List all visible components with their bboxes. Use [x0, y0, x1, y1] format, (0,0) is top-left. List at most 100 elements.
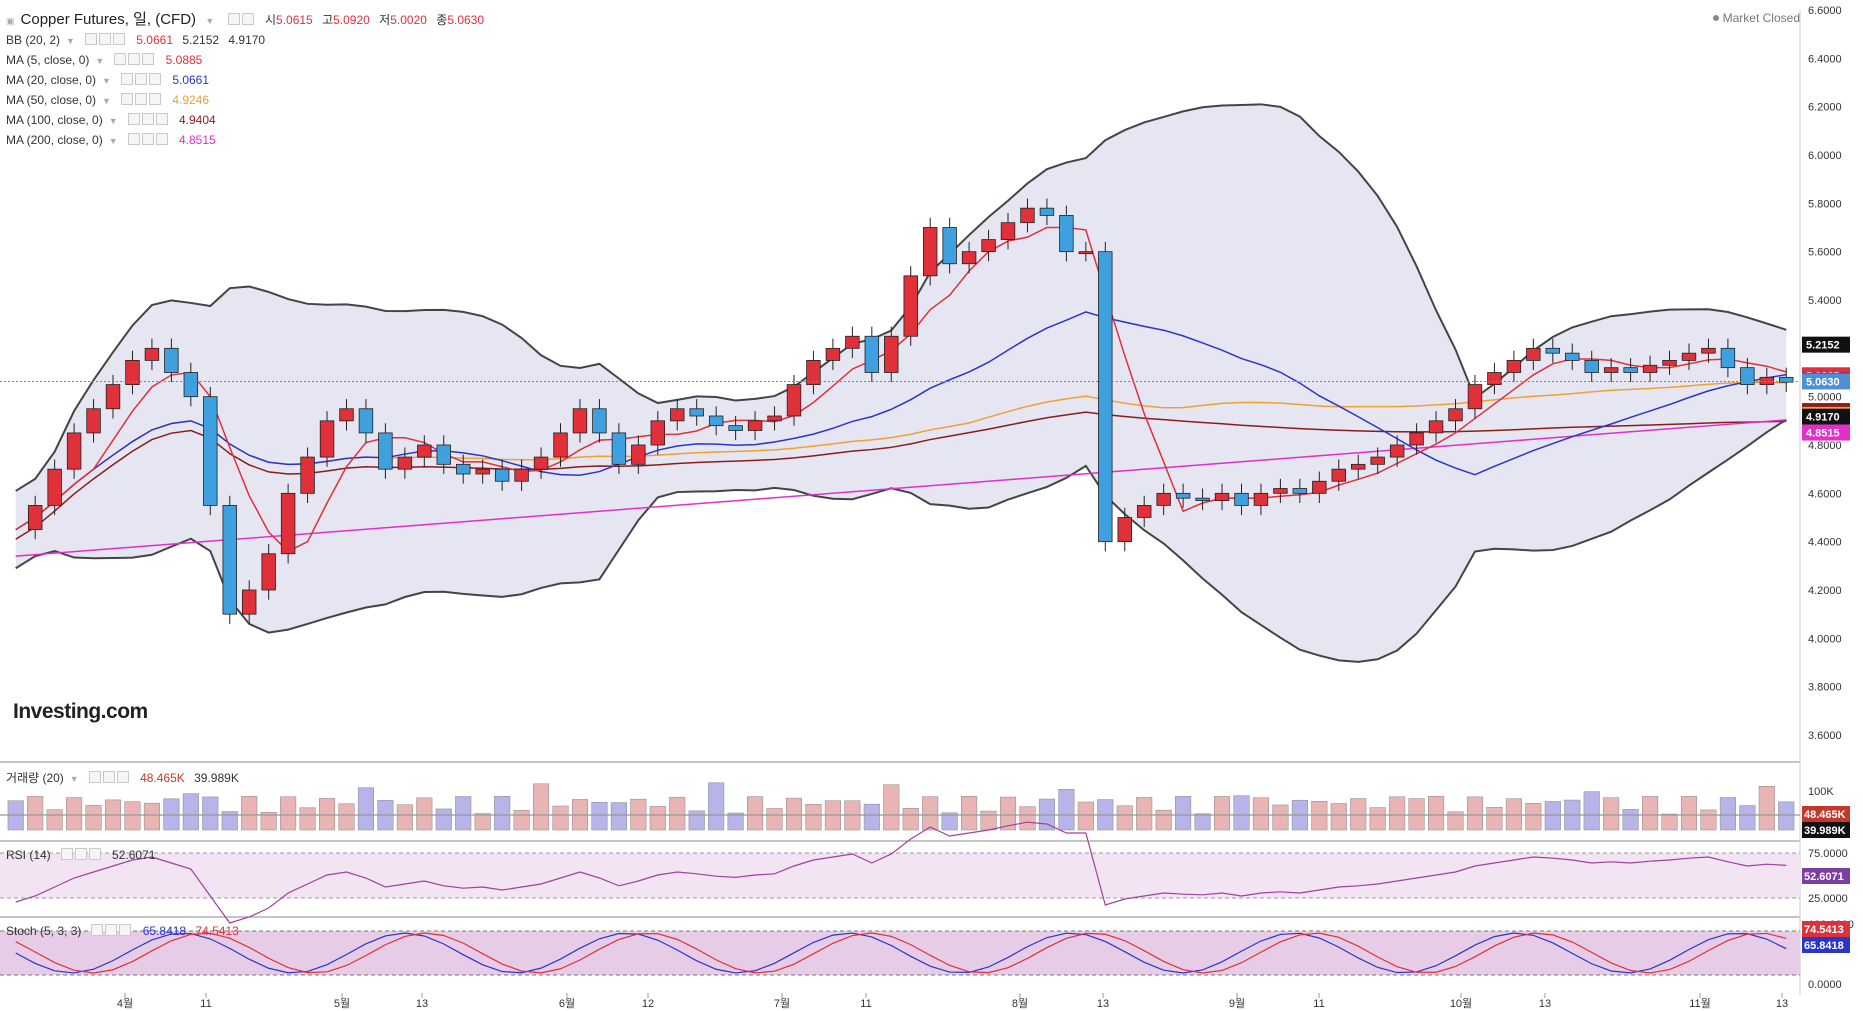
legend-ma20[interactable]: MA (20, close, 0) ▼ 5.0661 [6, 73, 210, 87]
legend-volume[interactable]: 거래량 (20) ▼ 48.465K 39.989K [6, 771, 239, 785]
candle-body [280, 492, 296, 555]
volume-bar [455, 796, 472, 831]
candle-body [1098, 251, 1113, 543]
volume-bar [688, 810, 705, 831]
candle-body [1273, 488, 1288, 494]
rsi-tag [1802, 868, 1850, 884]
price-axis-label: 5.8000 [1808, 198, 1842, 210]
candle-body [1389, 444, 1405, 458]
volume-bar [1350, 798, 1367, 831]
volume-bar [1233, 795, 1250, 831]
volume-bar [1739, 805, 1756, 831]
price-axis-label: 4.6000 [1808, 488, 1842, 500]
indicator-controls[interactable] [88, 771, 131, 785]
ma5-line [15, 226, 1787, 553]
volume-bar [1194, 813, 1211, 831]
volume-bar [1077, 801, 1094, 831]
candle-body [572, 408, 588, 434]
chevron-down-icon[interactable]: ▼ [102, 96, 111, 106]
indicator-controls[interactable] [84, 33, 127, 47]
candle-body [1545, 347, 1561, 354]
volume-bar [85, 805, 102, 831]
price-tag-text: 4.9170 [1806, 412, 1840, 424]
candle-body [922, 227, 938, 277]
stoch-k-tag-text: 65.8418 [1804, 940, 1844, 952]
indicator-controls[interactable] [120, 93, 163, 107]
legend-ma100[interactable]: MA (100, close, 0) ▼ 4.9404 [6, 113, 216, 127]
price-tag [1802, 408, 1850, 425]
candle-body [475, 468, 490, 475]
legend-ma200[interactable]: MA (200, close, 0) ▼ 4.8515 [6, 133, 216, 147]
candle-body [1312, 480, 1327, 494]
indicator-controls[interactable] [127, 133, 170, 147]
volume-bar [1019, 806, 1036, 831]
volume-bar [1603, 797, 1620, 831]
chevron-down-icon[interactable]: ▼ [205, 16, 215, 26]
volume-bar [1428, 796, 1445, 831]
x-axis-label: 13 [1776, 998, 1788, 1010]
volume-bar [552, 805, 569, 831]
legend-ma5[interactable]: MA (5, close, 0) ▼ 5.0885 [6, 53, 203, 67]
candle-body [611, 432, 627, 465]
x-axis-label: 11 [1313, 998, 1324, 1010]
volume-bar [941, 812, 958, 831]
indicator-controls[interactable] [60, 848, 103, 862]
volume-bar [396, 804, 413, 831]
candle-body [1565, 352, 1580, 361]
indicator-controls[interactable] [127, 113, 170, 127]
candle-body [1059, 215, 1074, 253]
volume-bar [221, 811, 238, 831]
chevron-down-icon[interactable]: ▼ [66, 36, 75, 46]
volume-bar [805, 804, 822, 831]
stoch-axis-label: 0.0000 [1808, 979, 1842, 991]
x-axis-label: 13 [1539, 998, 1551, 1010]
title-controls[interactable] [227, 13, 256, 27]
price-axis-label: 4.0000 [1808, 633, 1842, 645]
candle-body [144, 347, 160, 361]
candle-body [1642, 364, 1658, 373]
price-tag [1802, 424, 1850, 441]
legend-ma50[interactable]: MA (50, close, 0) ▼ 4.9246 [6, 93, 210, 107]
chevron-down-icon[interactable]: ▼ [69, 774, 79, 784]
volume-bar [494, 796, 511, 831]
volume-bar [1700, 809, 1717, 831]
rsi-band [0, 853, 1800, 898]
volume-bar [999, 796, 1017, 831]
indicator-controls[interactable] [114, 53, 156, 67]
candle-body [1487, 372, 1502, 385]
volume-bar [883, 784, 900, 831]
candle-body [397, 456, 413, 470]
chevron-down-icon[interactable]: ▼ [102, 76, 111, 86]
legend-rsi[interactable]: RSI (14) 52.6071 [6, 848, 156, 862]
candle-body [1623, 367, 1638, 373]
candle-body [767, 415, 782, 422]
indicator-controls[interactable] [120, 73, 163, 87]
candle-body [903, 275, 918, 337]
legend-bb[interactable]: BB (20, 2) ▼ 5.0661 5.2152 4.9170 [6, 33, 266, 47]
price-axis-label: 3.8000 [1808, 682, 1842, 694]
volume-bar [1642, 796, 1659, 831]
chevron-down-icon[interactable]: ▼ [108, 116, 118, 126]
volume-bar [1058, 788, 1075, 831]
volume-axis-label: 100K [1808, 786, 1834, 798]
volume-bar [1486, 807, 1503, 831]
volume-bar [1544, 801, 1561, 831]
candle-body [47, 468, 62, 506]
candle-body [203, 396, 218, 506]
volume-bar [182, 793, 199, 831]
collapse-icon[interactable]: ▣ [6, 16, 15, 26]
legend-stoch[interactable]: Stoch (5, 3, 3) 65.8418 74.5413 [6, 924, 239, 938]
candle-body [436, 444, 451, 465]
chevron-down-icon[interactable]: ▼ [108, 136, 118, 146]
chevron-down-icon[interactable]: ▼ [95, 56, 105, 66]
candle-body [1467, 384, 1483, 410]
candle-body [1195, 497, 1210, 501]
price-axis-label: 4.2000 [1808, 585, 1842, 597]
candle-body [1662, 360, 1677, 366]
indicator-controls[interactable] [91, 924, 133, 938]
volume-bar [27, 796, 44, 831]
bollinger-band-fill [15, 104, 1787, 662]
volume-bar [1719, 797, 1736, 831]
price-axis-label: 6.2000 [1808, 102, 1842, 114]
